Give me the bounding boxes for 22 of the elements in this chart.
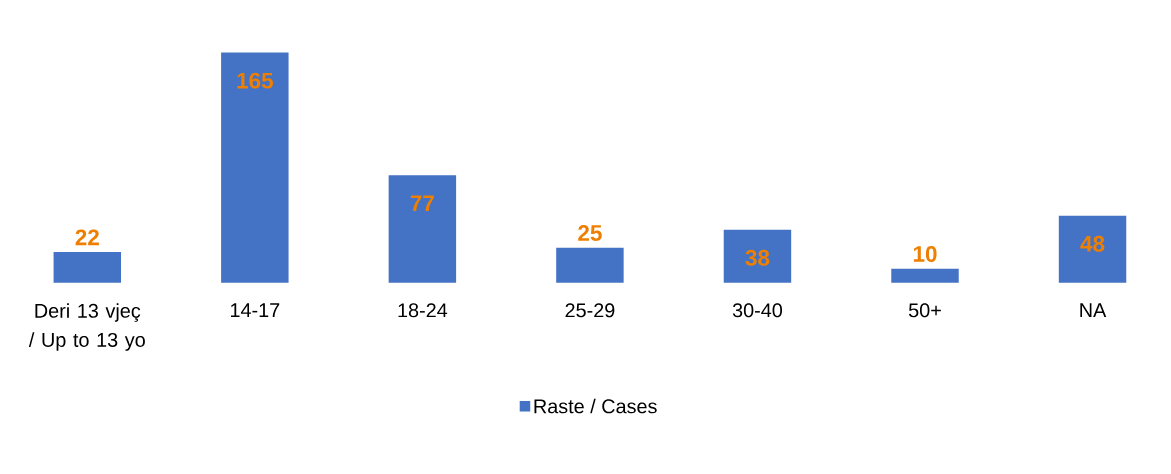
- bar: [221, 52, 289, 283]
- data-label: 25: [578, 224, 602, 241]
- bar: [53, 251, 122, 283]
- data-label: 77: [410, 195, 434, 211]
- legend-label: Raste / Cases: [534, 398, 657, 414]
- bar: [1058, 215, 1127, 283]
- x-tick-label: 18-24: [398, 303, 448, 318]
- x-tick-label: 25-29: [565, 303, 615, 318]
- x-tick-label: NA: [1080, 303, 1107, 317]
- x-tick-label: 30-40: [732, 303, 783, 318]
- bar: [556, 247, 624, 283]
- data-label: 48: [1080, 235, 1105, 252]
- data-label: 10: [913, 245, 937, 262]
- x-tick-label: Deri 13 vjeç / Up to 13 yo: [28, 303, 145, 351]
- x-tick-label: 50+: [908, 303, 941, 318]
- bar: [891, 268, 959, 283]
- data-label: 22: [75, 229, 99, 246]
- bar: [723, 229, 792, 283]
- bar: [388, 175, 457, 283]
- data-label: 165: [237, 72, 273, 89]
- x-tick-label: 14-17: [230, 303, 280, 317]
- data-label: 38: [745, 249, 770, 266]
